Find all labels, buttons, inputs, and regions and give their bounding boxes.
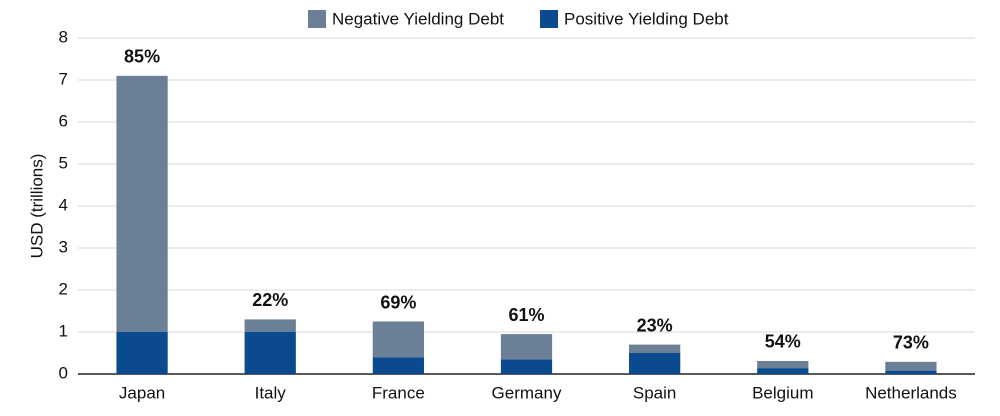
bar-annotation: 61% <box>508 305 544 325</box>
x-tick-label: Italy <box>255 383 287 402</box>
x-tick-label: Japan <box>119 383 165 402</box>
x-tick-label: Spain <box>633 383 676 402</box>
y-tick-label: 2 <box>59 279 68 298</box>
bar-annotation: 22% <box>252 290 288 310</box>
bar-annotation: 85% <box>124 47 160 67</box>
bar-annotation: 54% <box>765 332 801 352</box>
bar-segment <box>757 360 809 369</box>
legend-swatch <box>540 10 559 28</box>
bar-segment <box>244 319 296 332</box>
y-axis-label: USD (trillions) <box>27 154 46 259</box>
x-tick-label: Germany <box>492 383 562 402</box>
bar-segment <box>500 359 553 374</box>
bar-segment <box>116 75 168 333</box>
y-tick-label: 7 <box>59 69 68 88</box>
bar-segment <box>116 332 168 374</box>
bar-segment <box>372 357 424 374</box>
y-tick-label: 8 <box>59 27 68 46</box>
bar-segment <box>885 370 937 374</box>
y-tick-label: 1 <box>59 321 68 340</box>
x-tick-label: Netherlands <box>865 383 957 402</box>
bar-annotation: 23% <box>637 315 673 335</box>
bar-segment <box>885 361 937 371</box>
bar-segment <box>629 353 681 374</box>
x-tick-label: France <box>372 383 425 402</box>
bar-segment <box>244 332 296 374</box>
y-tick-label: 5 <box>59 153 68 172</box>
legend-label: Negative Yielding Debt <box>332 9 504 28</box>
y-tick-label: 3 <box>59 237 68 256</box>
y-tick-label: 6 <box>59 111 68 130</box>
bar-annotation: 73% <box>893 333 929 353</box>
y-tick-label: 4 <box>59 195 68 214</box>
legend-swatch <box>308 10 326 28</box>
legend-label: Positive Yielding Debt <box>564 9 729 28</box>
y-tick-label: 0 <box>59 363 68 382</box>
x-tick-label: Belgium <box>752 383 813 402</box>
bar-segment <box>629 344 681 353</box>
bar-segment <box>757 368 809 374</box>
bar-annotation: 69% <box>380 292 416 312</box>
bar-segment <box>500 334 553 360</box>
bar-segment <box>372 321 424 358</box>
